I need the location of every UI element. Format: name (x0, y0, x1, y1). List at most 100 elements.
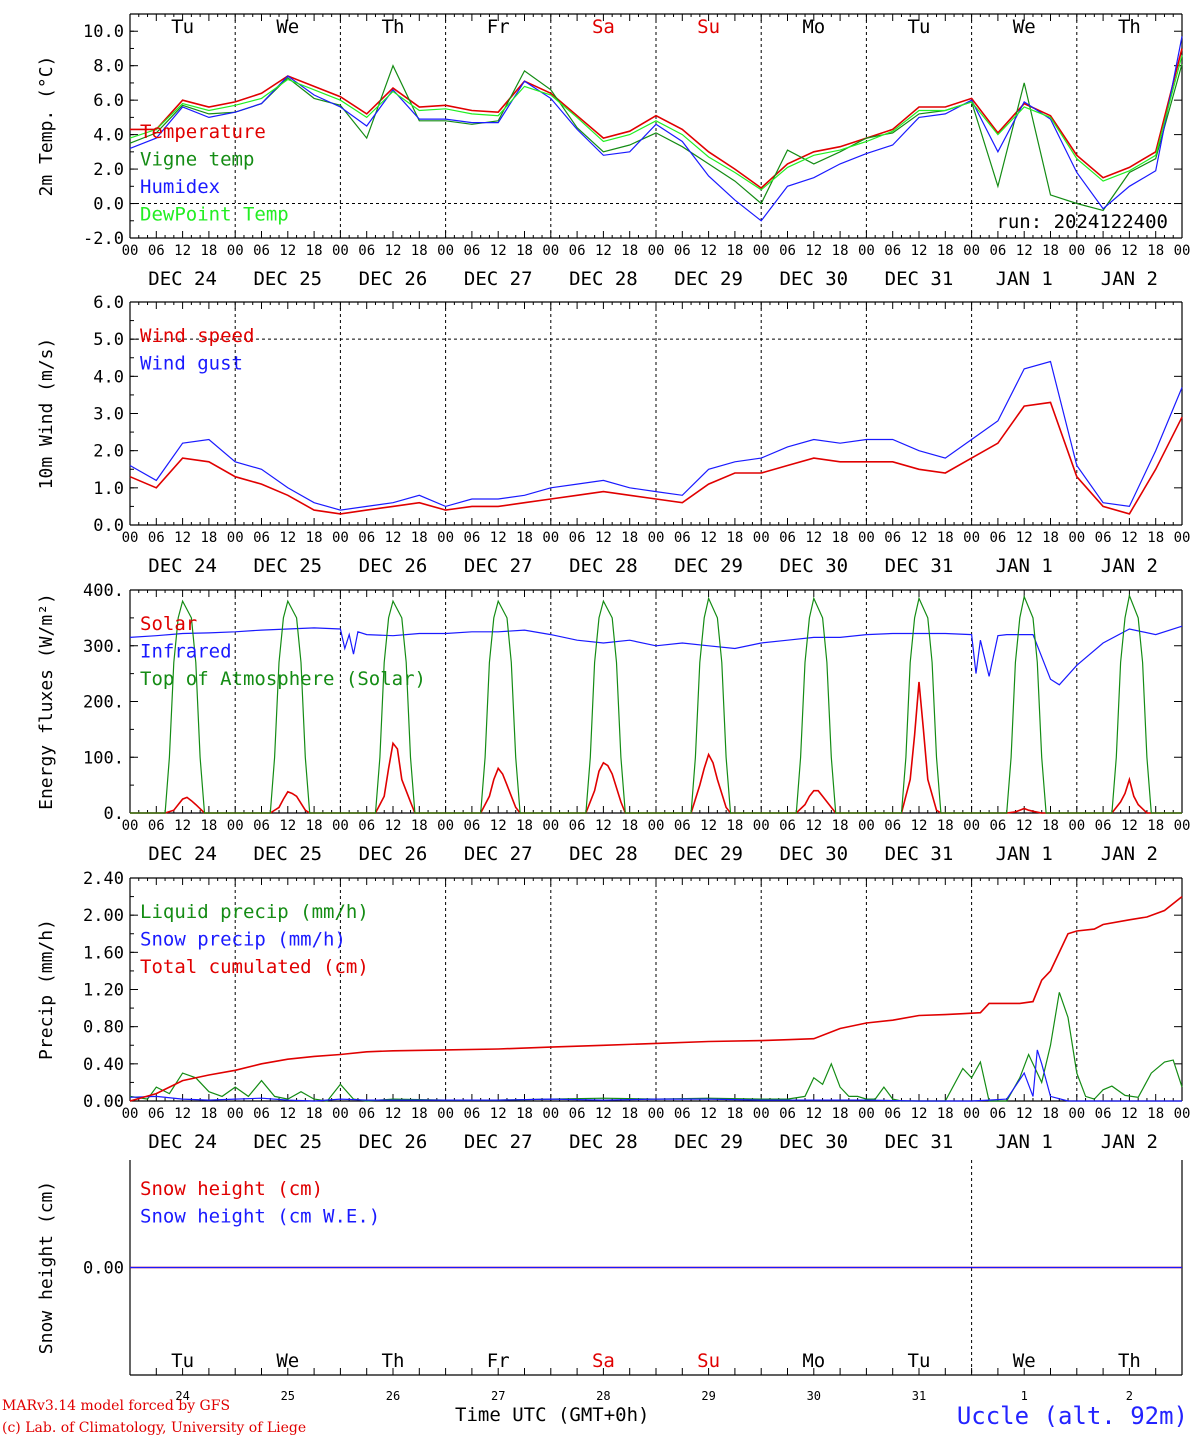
legend-entry: Snow height (cm) (140, 1178, 323, 1200)
hour-tick-label: 00 (858, 818, 875, 834)
y-tick-label: 0.0 (93, 516, 124, 536)
series-line-infrared (129, 625, 1183, 686)
legend-entry: DewPoint Temp (140, 204, 289, 226)
hour-tick-label: 00 (437, 530, 454, 546)
hour-tick-label: 12 (595, 243, 612, 259)
hour-tick-label: 12 (805, 818, 822, 834)
hour-tick-label: 00 (1068, 243, 1085, 259)
hour-tick-label: 18 (306, 243, 323, 259)
hour-tick-label: 00 (227, 243, 244, 259)
day-number-label: 24 (175, 1389, 189, 1403)
hour-tick-label: 00 (542, 243, 559, 259)
hour-tick-label: 00 (963, 530, 980, 546)
hour-tick-label: 06 (569, 818, 586, 834)
date-label: DEC 25 (253, 843, 322, 865)
date-label: DEC 31 (885, 1131, 954, 1153)
hour-tick-label: 18 (832, 243, 849, 259)
series-line-snow-precip-mm-h- (129, 1049, 1182, 1102)
hour-tick-label: 12 (1121, 530, 1138, 546)
hour-tick-label: 06 (779, 243, 796, 259)
hour-tick-label: 06 (1095, 243, 1112, 259)
hour-tick-label: 12 (174, 243, 191, 259)
series-line-top-of-atmosphere-solar- (130, 593, 1182, 814)
y-tick-label: 0.0 (93, 195, 124, 215)
hour-tick-label: 00 (1068, 818, 1085, 834)
hour-tick-label: 18 (200, 818, 217, 834)
hour-tick-label: 00 (1068, 1106, 1085, 1122)
hour-tick-label: 00 (122, 530, 139, 546)
y-tick-label: 200. (83, 693, 124, 713)
date-label: DEC 29 (674, 268, 743, 290)
date-label: DEC 24 (148, 268, 217, 290)
y-tick-label: 2.00 (83, 906, 124, 926)
weekday-label: Sa (592, 16, 615, 38)
hour-tick-label: 06 (148, 1106, 165, 1122)
weekday-label: Th (1118, 1350, 1141, 1372)
y-axis-label: 10m Wind (m/s) (36, 338, 57, 490)
y-tick-label: 2.0 (93, 442, 124, 462)
weekday-label: Th (1118, 16, 1141, 38)
date-label: DEC 31 (885, 843, 954, 865)
hour-tick-label: 06 (569, 1106, 586, 1122)
hour-tick-label: 00 (332, 243, 349, 259)
y-tick-label: 100. (83, 748, 124, 768)
y-tick-label: 4.0 (93, 367, 124, 387)
series-line-liquid-precip-mm-h- (129, 992, 1183, 1102)
day-number-label: 1 (1021, 1389, 1028, 1403)
hour-tick-label: 06 (779, 818, 796, 834)
series-line-dewpoint-temp (129, 55, 1183, 191)
hour-tick-label: 18 (1042, 818, 1059, 834)
hour-tick-label: 00 (542, 818, 559, 834)
hour-tick-label: 18 (516, 818, 533, 834)
hour-tick-label: 12 (1016, 818, 1033, 834)
date-label: DEC 29 (674, 1131, 743, 1153)
hour-tick-label: 18 (1147, 818, 1164, 834)
hour-tick-label: 06 (989, 530, 1006, 546)
hour-tick-label: 12 (174, 530, 191, 546)
hour-tick-label: 00 (753, 243, 770, 259)
hour-tick-label: 00 (437, 818, 454, 834)
series-line-vigne-temp (129, 63, 1183, 212)
legend-entry: Temperature (140, 121, 266, 143)
series-line-total-cumulated-cm- (129, 895, 1183, 1102)
hour-tick-label: 12 (279, 1106, 296, 1122)
date-label: DEC 29 (674, 555, 743, 577)
hour-tick-label: 18 (726, 1106, 743, 1122)
hour-tick-label: 00 (122, 818, 139, 834)
hour-tick-label: 00 (437, 243, 454, 259)
date-label: DEC 27 (464, 268, 533, 290)
legend-entry: Snow precip (mm/h) (140, 929, 346, 951)
hour-tick-label: 00 (1174, 1106, 1191, 1122)
weekday-label: We (276, 16, 299, 38)
hour-tick-label: 12 (805, 530, 822, 546)
hour-tick-label: 12 (595, 1106, 612, 1122)
hour-tick-label: 06 (253, 1106, 270, 1122)
hour-tick-label: 12 (1121, 1106, 1138, 1122)
hour-tick-label: 06 (1095, 1106, 1112, 1122)
date-label: DEC 24 (148, 843, 217, 865)
legend-entry: Snow height (cm W.E.) (140, 1206, 380, 1228)
hour-tick-label: 18 (411, 1106, 428, 1122)
hour-tick-label: 06 (253, 243, 270, 259)
legend-entry: Wind gust (140, 353, 243, 375)
hour-tick-label: 00 (753, 818, 770, 834)
date-label: DEC 27 (464, 1131, 533, 1153)
hour-tick-label: 06 (148, 243, 165, 259)
date-label: DEC 29 (674, 843, 743, 865)
hour-tick-label: 06 (1095, 818, 1112, 834)
credit-line-2: (c) Lab. of Climatology, University of L… (2, 1420, 307, 1436)
hour-tick-label: 12 (490, 818, 507, 834)
hour-tick-label: 06 (253, 530, 270, 546)
hour-tick-label: 12 (700, 818, 717, 834)
hour-tick-label: 06 (463, 530, 480, 546)
hour-tick-label: 00 (332, 818, 349, 834)
day-number-label: 2 (1126, 1389, 1133, 1403)
hour-tick-label: 18 (937, 243, 954, 259)
hour-tick-label: 18 (1042, 243, 1059, 259)
hour-tick-label: 00 (332, 530, 349, 546)
hour-tick-label: 06 (884, 1106, 901, 1122)
hour-tick-label: 00 (963, 1106, 980, 1122)
weekday-label: Tu (171, 1350, 194, 1372)
hour-tick-label: 00 (122, 1106, 139, 1122)
